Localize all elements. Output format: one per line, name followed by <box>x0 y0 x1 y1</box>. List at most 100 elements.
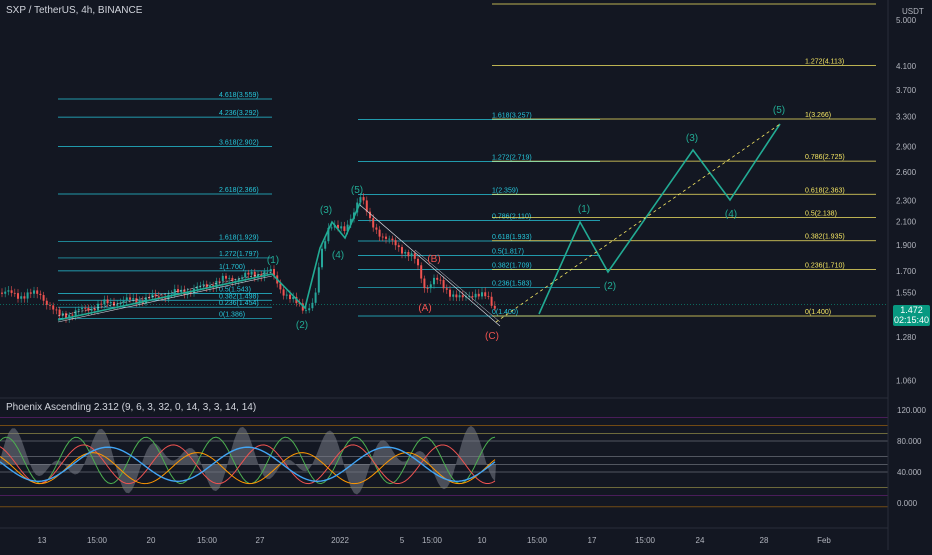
candle-body <box>61 313 64 316</box>
fib-middle-label: 0.382(1.709) <box>492 263 532 270</box>
candle-body <box>388 238 391 240</box>
fib-middle-label: 0.786(2.110) <box>492 214 531 221</box>
wave-label: (1) <box>267 255 279 266</box>
time-tick-label: 24 <box>696 536 705 545</box>
time-tick-label: 13 <box>38 536 47 545</box>
candle-body <box>237 278 240 281</box>
candle-body <box>55 309 58 311</box>
candle-body <box>20 296 23 299</box>
wave-label: (5) <box>351 185 363 196</box>
wave-label: (1) <box>578 204 590 215</box>
candle-body <box>420 265 423 279</box>
candle-body <box>10 290 13 293</box>
fib-left-label: 1.272(1.797) <box>219 251 259 258</box>
candle-body <box>215 280 218 288</box>
candle-body <box>285 294 288 296</box>
price-tick-label: 1.060 <box>896 377 917 386</box>
fib-left-label: 3.618(2.902) <box>219 139 259 146</box>
candle-body <box>365 200 368 212</box>
candle-body <box>253 271 256 278</box>
candle-body <box>381 236 384 238</box>
candle-body <box>292 296 295 300</box>
price-unit: USDT <box>902 7 924 16</box>
candle-body <box>58 309 61 316</box>
wave-label: (2) <box>604 281 616 292</box>
time-tick-label: 15:00 <box>422 536 443 545</box>
candle-body <box>417 258 419 266</box>
wave-label: (C) <box>485 331 499 342</box>
candle-body <box>29 292 32 294</box>
fib-left-label: 0(1.386) <box>219 311 245 318</box>
candle-body <box>68 314 71 319</box>
candle-body <box>436 277 439 280</box>
oscillator-pane <box>0 417 888 508</box>
wave-label: (2) <box>296 320 308 331</box>
candle-body <box>129 297 131 300</box>
left-trendline-dash <box>57 271 273 317</box>
candle-body <box>228 277 231 279</box>
wave-label: (3) <box>320 205 332 216</box>
candle-body <box>199 285 202 287</box>
candle-body <box>308 308 311 311</box>
candle-body <box>423 278 426 289</box>
price-tick-label: 2.600 <box>896 168 917 177</box>
candle-body <box>324 241 327 249</box>
price-tick-label: 3.300 <box>896 113 917 122</box>
fib-right-label: 1(3.266) <box>805 112 831 119</box>
candle-body <box>52 305 55 310</box>
fib-middle-label: 1(2.359) <box>492 188 518 195</box>
candle-body <box>177 289 179 293</box>
candle-body <box>263 271 266 277</box>
impulse-wave-projection <box>538 123 781 315</box>
wave-label: (B) <box>427 254 440 265</box>
candle-body <box>468 296 471 297</box>
fib-middle-label: 1.618(3.257) <box>492 113 532 120</box>
candle-body <box>442 280 445 289</box>
candle-body <box>221 275 224 282</box>
candle-body <box>273 268 275 276</box>
candle-body <box>116 304 119 306</box>
bar-countdown: 02:15:40 <box>893 315 930 325</box>
candle-body <box>349 218 352 225</box>
candle-body <box>154 294 157 297</box>
candle-body <box>269 268 272 271</box>
candle-body <box>65 313 67 319</box>
time-tick-label: 28 <box>760 536 769 545</box>
fibonacci-levels: 4.618(3.559) 4.236(3.292) 3.618(2.902) 2.61… <box>58 3 876 319</box>
candle-body <box>481 292 483 297</box>
candle-body <box>343 226 346 231</box>
candle-body <box>433 277 435 285</box>
price-tick-label: 3.700 <box>896 86 917 95</box>
price-tick-label: 2.100 <box>896 218 917 227</box>
candle-body <box>23 296 26 299</box>
fib-middle-label: 0(1.400) <box>492 309 518 316</box>
candle-body <box>317 267 320 293</box>
fib-left-label: 2.618(2.366) <box>219 187 259 194</box>
candle-body <box>410 253 413 257</box>
candle-body <box>202 284 205 286</box>
candle-body <box>369 211 371 219</box>
fib-right-label: 1.272(4.113) <box>805 58 844 65</box>
candle-body <box>26 292 29 299</box>
wave-label: (4) <box>725 209 737 220</box>
fib-left-label: 0.382(1.498) <box>219 293 259 300</box>
candle-body <box>109 302 112 304</box>
candle-body <box>1 292 3 294</box>
fib-right-label: 0.382(1.935) <box>805 234 845 241</box>
candle-body <box>148 297 151 299</box>
osc-tick-label: 120.000 <box>897 406 926 415</box>
candle-body <box>39 293 42 296</box>
candle-body <box>186 292 189 295</box>
fib-right-label: 0.786(2.725) <box>805 154 845 161</box>
osc-tick-label: 80.000 <box>897 437 922 446</box>
price-tick-label: 1.700 <box>896 267 917 276</box>
candle-body <box>81 307 83 310</box>
candle-body <box>439 279 442 281</box>
time-tick-label: 2022 <box>331 536 349 545</box>
osc-orange-line <box>0 452 496 485</box>
candle-body <box>196 286 199 289</box>
candle-body <box>125 297 128 301</box>
osc-area <box>0 425 496 495</box>
